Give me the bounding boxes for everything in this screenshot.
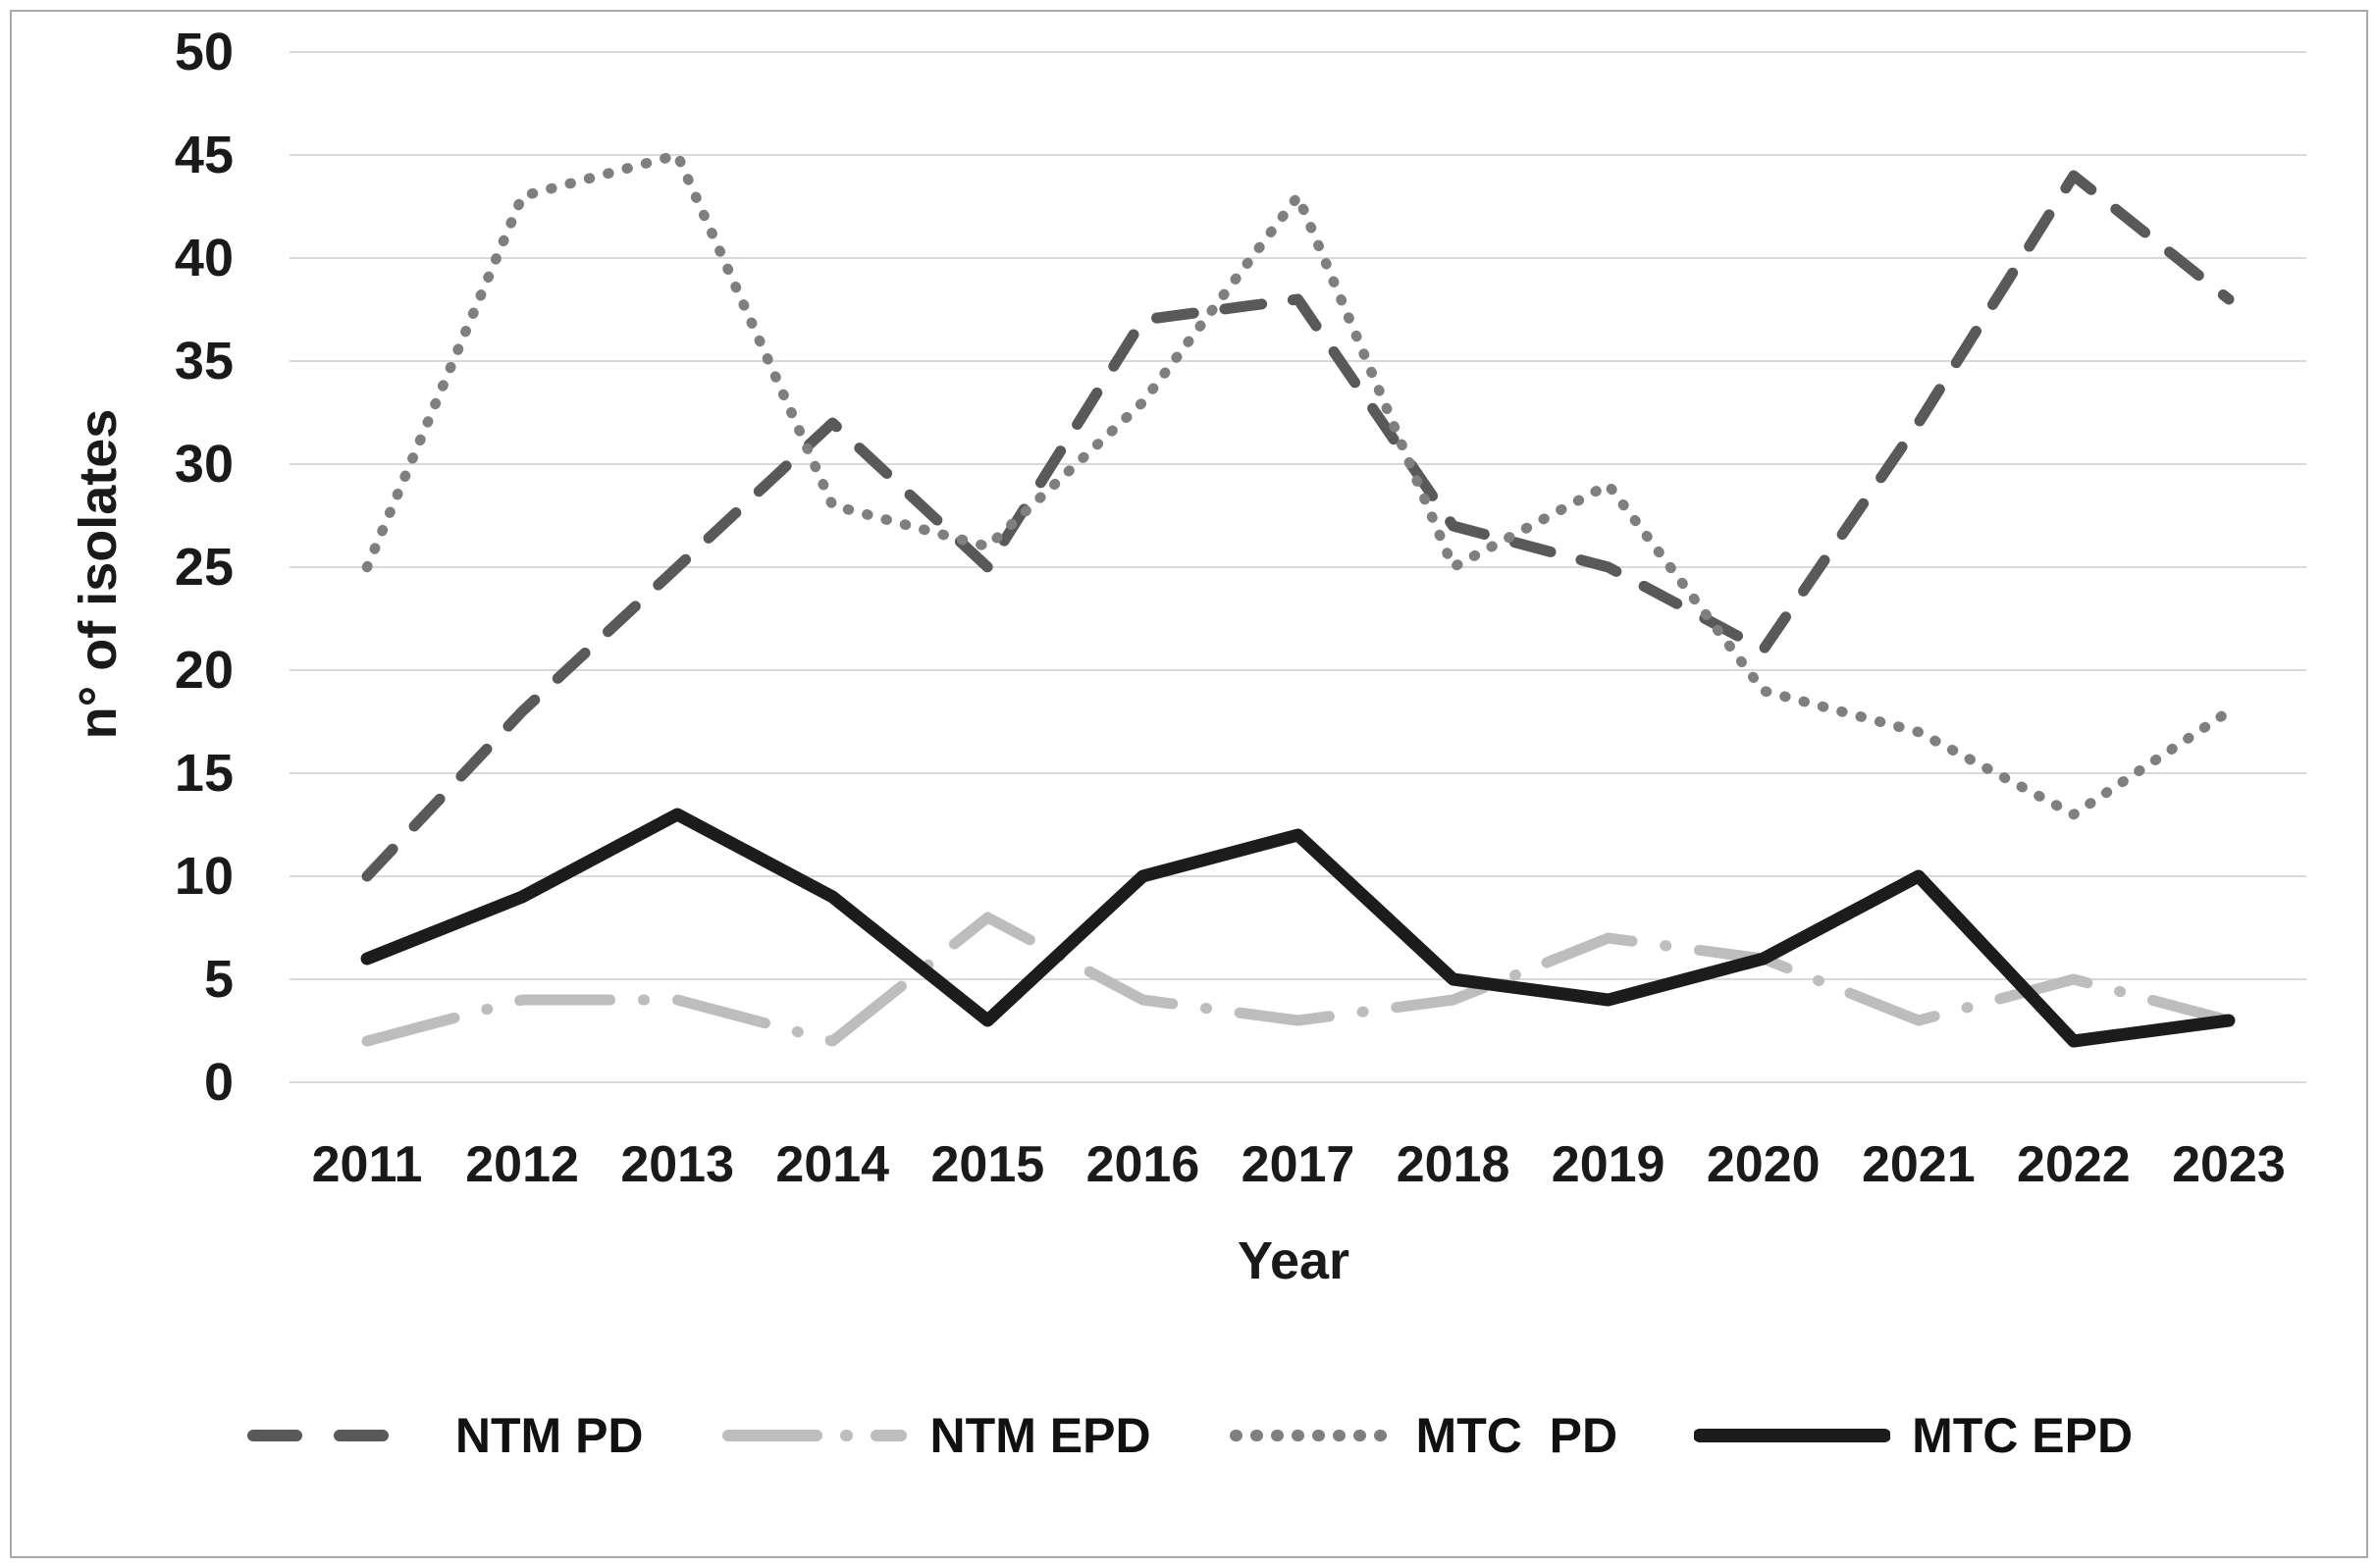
legend-line-sample-mtc-epd bbox=[1694, 1429, 1891, 1442]
legend-label-ntm-pd: NTM PD bbox=[454, 1408, 644, 1463]
legend-item-ntm-epd: NTM EPD bbox=[720, 1407, 1151, 1464]
x-tick-label: 2022 bbox=[2017, 1136, 2131, 1193]
y-tick-label: 20 bbox=[175, 641, 234, 700]
y-tick-label: 40 bbox=[175, 229, 234, 287]
y-tick-label: 30 bbox=[175, 435, 234, 494]
x-tick-label: 2015 bbox=[931, 1136, 1045, 1193]
y-tick-label: 50 bbox=[175, 23, 234, 81]
y-axis-title: n° of isolates bbox=[69, 408, 128, 740]
series-line-mtc-pd bbox=[361, 149, 2235, 820]
legend-line-sample-ntm-epd bbox=[721, 1430, 907, 1441]
x-tick-label: 2018 bbox=[1397, 1136, 1510, 1193]
legend-label-mtc-epd: MTC EPD bbox=[1912, 1408, 2134, 1463]
x-tick-label: 2011 bbox=[312, 1136, 423, 1193]
chart-legend: NTM PD NTM EPD MTC PD MTC EPD bbox=[0, 1391, 2378, 1480]
x-tick-label: 2020 bbox=[1707, 1136, 1821, 1193]
series-line-mtc-epd bbox=[360, 808, 2236, 1048]
x-tick-label: 2019 bbox=[1552, 1136, 1665, 1193]
legend-label-ntm-epd: NTM EPD bbox=[929, 1408, 1151, 1463]
legend-item-ntm-pd: NTM PD bbox=[245, 1407, 644, 1464]
legend-line-sample-ntm-pd bbox=[246, 1430, 432, 1441]
x-tick-label: 2017 bbox=[1242, 1136, 1355, 1193]
y-tick-label: 45 bbox=[175, 126, 234, 184]
y-tick-label: 25 bbox=[175, 538, 234, 597]
y-tick-label: 10 bbox=[175, 847, 234, 906]
y-tick-label: 35 bbox=[175, 332, 234, 391]
x-tick-label: 2012 bbox=[465, 1136, 579, 1193]
x-tick-label: 2016 bbox=[1086, 1136, 1200, 1193]
x-tick-label: 2023 bbox=[2172, 1136, 2286, 1193]
x-tick-label: 2014 bbox=[775, 1136, 889, 1193]
legend-item-mtc-epd: MTC EPD bbox=[1694, 1407, 2133, 1464]
y-tick-label: 0 bbox=[204, 1053, 234, 1112]
series-line-ntm-pd bbox=[361, 170, 2235, 882]
legend-item-mtc-pd: MTC PD bbox=[1228, 1407, 1618, 1464]
y-tick-label: 5 bbox=[204, 950, 234, 1009]
legend-label-mtc-pd: MTC PD bbox=[1415, 1408, 1618, 1463]
x-axis-title: Year bbox=[1237, 1231, 1350, 1290]
x-tick-label: 2013 bbox=[620, 1136, 734, 1193]
series-line-ntm-epd bbox=[361, 912, 2235, 1047]
legend-line-sample-mtc-pd bbox=[1229, 1430, 1393, 1441]
y-tick-label: 15 bbox=[175, 744, 234, 803]
x-tick-label: 2021 bbox=[1862, 1136, 1976, 1193]
